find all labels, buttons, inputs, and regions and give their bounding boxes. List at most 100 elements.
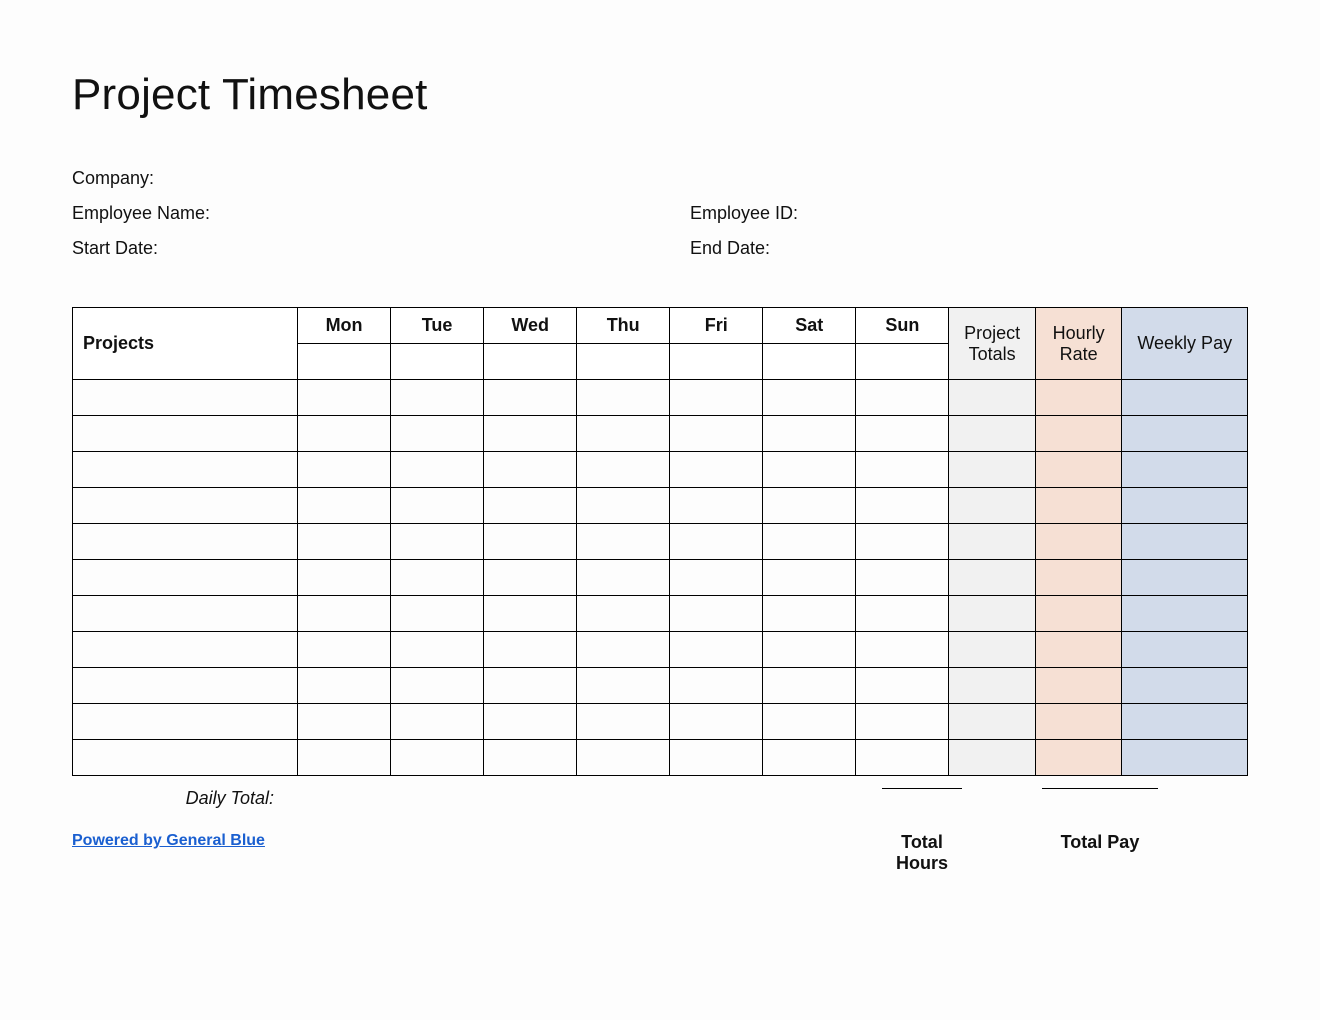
hours-cell[interactable]	[577, 596, 670, 632]
hourly-rate-cell[interactable]	[1035, 740, 1122, 776]
hourly-rate-cell[interactable]	[1035, 704, 1122, 740]
hours-cell[interactable]	[763, 596, 856, 632]
hours-cell[interactable]	[763, 452, 856, 488]
project-name-cell[interactable]	[73, 740, 298, 776]
hours-cell[interactable]	[391, 668, 484, 704]
hours-cell[interactable]	[577, 380, 670, 416]
hours-cell[interactable]	[484, 488, 577, 524]
hours-cell[interactable]	[577, 668, 670, 704]
hours-cell[interactable]	[484, 740, 577, 776]
hours-cell[interactable]	[763, 380, 856, 416]
hourly-rate-cell[interactable]	[1035, 488, 1122, 524]
project-name-cell[interactable]	[73, 380, 298, 416]
date-sub-wed[interactable]	[484, 344, 577, 380]
hours-cell[interactable]	[856, 668, 949, 704]
hours-cell[interactable]	[391, 416, 484, 452]
date-sub-fri[interactable]	[670, 344, 763, 380]
hourly-rate-cell[interactable]	[1035, 632, 1122, 668]
hours-cell[interactable]	[670, 524, 763, 560]
project-name-cell[interactable]	[73, 452, 298, 488]
date-sub-sun[interactable]	[856, 344, 949, 380]
date-sub-sat[interactable]	[763, 344, 856, 380]
hours-cell[interactable]	[763, 560, 856, 596]
project-name-cell[interactable]	[73, 596, 298, 632]
hourly-rate-cell[interactable]	[1035, 668, 1122, 704]
hours-cell[interactable]	[670, 596, 763, 632]
hours-cell[interactable]	[670, 560, 763, 596]
hours-cell[interactable]	[484, 380, 577, 416]
hours-cell[interactable]	[391, 560, 484, 596]
hours-cell[interactable]	[391, 632, 484, 668]
hours-cell[interactable]	[856, 524, 949, 560]
project-name-cell[interactable]	[73, 560, 298, 596]
hours-cell[interactable]	[298, 704, 391, 740]
hours-cell[interactable]	[856, 632, 949, 668]
hours-cell[interactable]	[484, 452, 577, 488]
hours-cell[interactable]	[763, 668, 856, 704]
hours-cell[interactable]	[391, 704, 484, 740]
hourly-rate-cell[interactable]	[1035, 596, 1122, 632]
hours-cell[interactable]	[577, 416, 670, 452]
hours-cell[interactable]	[856, 560, 949, 596]
hours-cell[interactable]	[856, 596, 949, 632]
hours-cell[interactable]	[856, 416, 949, 452]
hours-cell[interactable]	[484, 560, 577, 596]
hours-cell[interactable]	[391, 488, 484, 524]
hours-cell[interactable]	[670, 488, 763, 524]
hourly-rate-cell[interactable]	[1035, 452, 1122, 488]
hours-cell[interactable]	[763, 488, 856, 524]
hours-cell[interactable]	[670, 668, 763, 704]
hourly-rate-cell[interactable]	[1035, 524, 1122, 560]
hours-cell[interactable]	[298, 560, 391, 596]
project-name-cell[interactable]	[73, 668, 298, 704]
hours-cell[interactable]	[484, 596, 577, 632]
project-name-cell[interactable]	[73, 632, 298, 668]
hours-cell[interactable]	[391, 524, 484, 560]
project-name-cell[interactable]	[73, 416, 298, 452]
hours-cell[interactable]	[577, 560, 670, 596]
hours-cell[interactable]	[298, 596, 391, 632]
hours-cell[interactable]	[856, 380, 949, 416]
hours-cell[interactable]	[670, 416, 763, 452]
hours-cell[interactable]	[577, 740, 670, 776]
project-name-cell[interactable]	[73, 704, 298, 740]
hours-cell[interactable]	[670, 704, 763, 740]
project-name-cell[interactable]	[73, 524, 298, 560]
hours-cell[interactable]	[298, 740, 391, 776]
hours-cell[interactable]	[298, 452, 391, 488]
hours-cell[interactable]	[298, 488, 391, 524]
hours-cell[interactable]	[670, 452, 763, 488]
hours-cell[interactable]	[484, 416, 577, 452]
hours-cell[interactable]	[391, 740, 484, 776]
hours-cell[interactable]	[484, 704, 577, 740]
hours-cell[interactable]	[298, 416, 391, 452]
hours-cell[interactable]	[577, 452, 670, 488]
hours-cell[interactable]	[856, 488, 949, 524]
hours-cell[interactable]	[763, 632, 856, 668]
project-name-cell[interactable]	[73, 488, 298, 524]
hourly-rate-cell[interactable]	[1035, 560, 1122, 596]
hours-cell[interactable]	[763, 524, 856, 560]
hours-cell[interactable]	[763, 416, 856, 452]
hours-cell[interactable]	[856, 740, 949, 776]
hours-cell[interactable]	[856, 704, 949, 740]
hours-cell[interactable]	[763, 704, 856, 740]
hours-cell[interactable]	[577, 632, 670, 668]
hours-cell[interactable]	[670, 380, 763, 416]
hours-cell[interactable]	[298, 632, 391, 668]
hours-cell[interactable]	[298, 524, 391, 560]
hours-cell[interactable]	[298, 380, 391, 416]
hours-cell[interactable]	[577, 704, 670, 740]
hours-cell[interactable]	[577, 524, 670, 560]
hours-cell[interactable]	[391, 380, 484, 416]
hours-cell[interactable]	[763, 740, 856, 776]
credit-link[interactable]: Powered by General Blue	[72, 832, 265, 849]
date-sub-mon[interactable]	[298, 344, 391, 380]
hours-cell[interactable]	[484, 668, 577, 704]
hours-cell[interactable]	[856, 452, 949, 488]
date-sub-thu[interactable]	[577, 344, 670, 380]
date-sub-tue[interactable]	[391, 344, 484, 380]
hours-cell[interactable]	[670, 632, 763, 668]
hourly-rate-cell[interactable]	[1035, 416, 1122, 452]
hours-cell[interactable]	[670, 740, 763, 776]
